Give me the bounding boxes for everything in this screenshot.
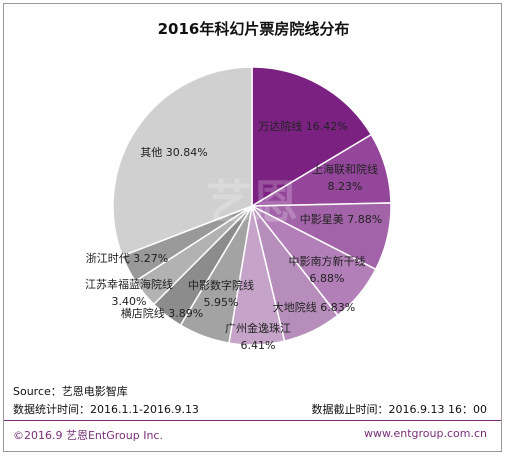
slice-label: 广州金逸珠江 6.41% bbox=[225, 321, 291, 352]
slice-label: 浙江时代 3.27% bbox=[86, 252, 168, 265]
footer-divider bbox=[4, 420, 501, 421]
slice-label: 中影数字院线 5.95% bbox=[188, 278, 254, 309]
website-link[interactable]: www.entgroup.com.cn bbox=[364, 427, 487, 440]
slice-label: 大地院线 6.83% bbox=[273, 300, 355, 314]
slice-label: 中影南方新干线 6.88% bbox=[289, 254, 366, 285]
slice-label: 横店院线 3.89% bbox=[121, 306, 203, 320]
slice-label: 上海联和院线 8.23% bbox=[312, 162, 378, 193]
period-note: 数据统计时间：2016.1.1-2016.9.13 bbox=[13, 403, 199, 416]
source-note: Source：艺恩电影智库 bbox=[13, 385, 128, 398]
pie-slice bbox=[251, 66, 373, 208]
chart-title: 2016年科幻片票房院线分布 bbox=[157, 20, 350, 38]
slice-label: 江苏幸福蓝海院线 3.40% bbox=[85, 277, 173, 308]
copyright-text: ©2016.9 艺恩EntGroup Inc. bbox=[13, 429, 163, 442]
pie-slice bbox=[112, 66, 253, 257]
slice-label: 其他 30.84% bbox=[140, 146, 207, 159]
cutoff-note: 数据截止时间：2016.9.13 16：00 bbox=[311, 403, 487, 416]
slice-label: 万达院线 16.42% bbox=[258, 119, 347, 133]
slice-label: 中影星美 7.88% bbox=[300, 213, 382, 226]
watermark-logo: 艺恩 bbox=[206, 175, 298, 229]
